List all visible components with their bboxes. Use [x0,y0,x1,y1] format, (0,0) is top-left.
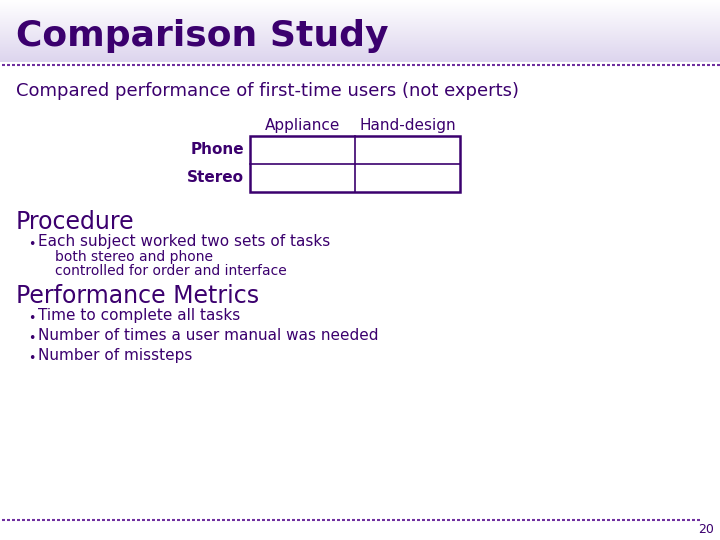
Text: Comparison Study: Comparison Study [16,19,389,53]
Text: Procedure: Procedure [16,210,135,234]
Text: controlled for order and interface: controlled for order and interface [55,264,287,278]
Text: •: • [28,238,35,251]
Text: Performance Metrics: Performance Metrics [16,284,259,308]
Text: Each subject worked two sets of tasks: Each subject worked two sets of tasks [38,234,330,249]
Text: •: • [28,312,35,325]
Text: 20: 20 [698,523,714,536]
Text: Phone: Phone [190,143,244,158]
Text: Compared performance of first-time users (not experts): Compared performance of first-time users… [16,82,519,100]
Text: Time to complete all tasks: Time to complete all tasks [38,308,240,323]
Text: •: • [28,332,35,345]
Bar [250,136,460,192]
Text: Appliance: Appliance [265,118,340,133]
Text: Number of times a user manual was needed: Number of times a user manual was needed [38,328,379,343]
Text: Number of missteps: Number of missteps [38,348,192,363]
Text: Hand-design: Hand-design [359,118,456,133]
Text: •: • [28,352,35,365]
Text: both stereo and phone: both stereo and phone [55,250,213,264]
Text: Stereo: Stereo [187,171,244,186]
